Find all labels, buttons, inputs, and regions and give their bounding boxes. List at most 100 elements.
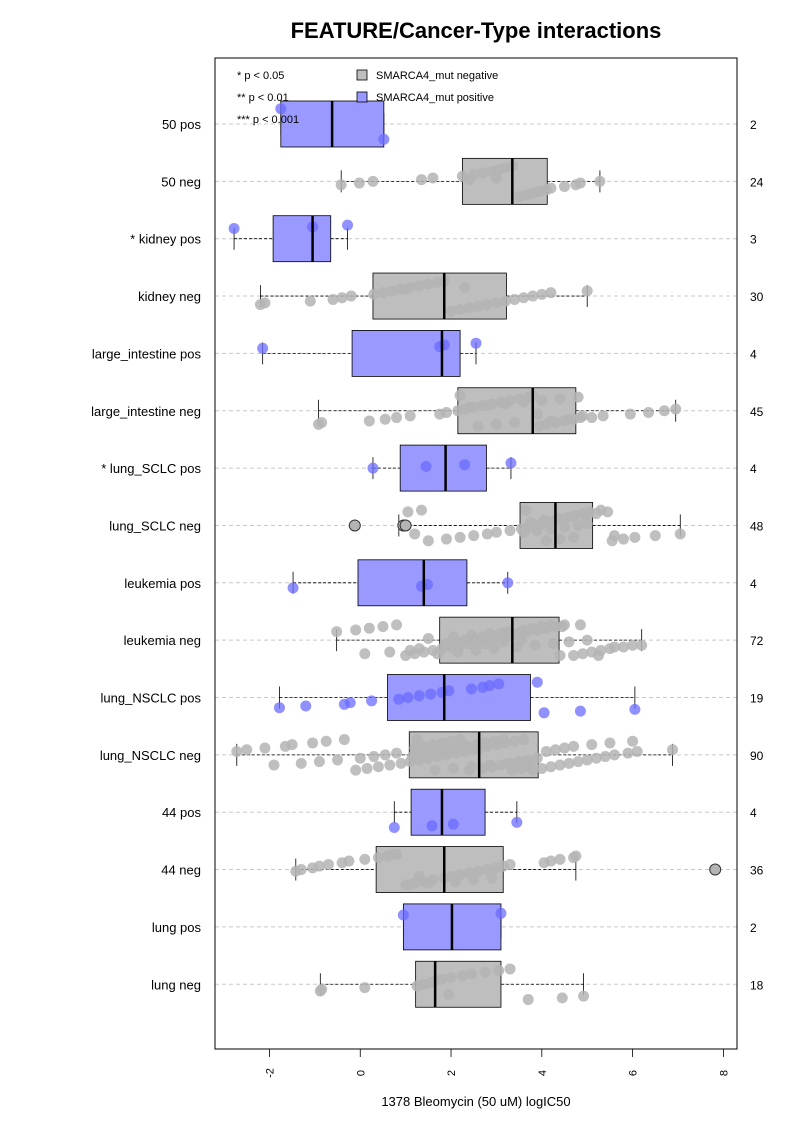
data-point bbox=[463, 302, 475, 314]
data-point bbox=[479, 966, 491, 978]
data-point bbox=[450, 875, 462, 887]
data-point bbox=[484, 759, 496, 771]
data-point bbox=[304, 295, 316, 307]
data-point bbox=[636, 639, 648, 651]
data-point bbox=[344, 697, 356, 709]
group-label: 50 neg bbox=[161, 174, 201, 189]
x-tick-label: 0 bbox=[355, 1070, 367, 1076]
data-point bbox=[545, 182, 557, 194]
data-point bbox=[359, 853, 371, 865]
data-point bbox=[384, 646, 396, 658]
data-point bbox=[511, 816, 523, 828]
data-point bbox=[570, 850, 582, 862]
data-point bbox=[378, 133, 390, 145]
group-label: leukemia pos bbox=[124, 576, 201, 591]
group-label: kidney neg bbox=[138, 289, 201, 304]
data-point bbox=[295, 864, 307, 876]
group-count: 19 bbox=[750, 692, 764, 706]
data-point bbox=[618, 533, 630, 545]
data-point bbox=[388, 822, 400, 833]
data-point bbox=[486, 872, 498, 884]
data-point bbox=[574, 619, 586, 631]
data-point bbox=[540, 535, 552, 547]
data-point bbox=[468, 874, 480, 886]
data-point bbox=[372, 761, 384, 773]
data-point bbox=[350, 764, 362, 776]
group-counts: 2 24 3 30 4 45 4 48 4 72 19 90 4 36 2 18 bbox=[750, 118, 764, 992]
data-point bbox=[509, 735, 521, 747]
data-point bbox=[422, 632, 434, 644]
data-point bbox=[649, 530, 661, 542]
data-point bbox=[531, 676, 543, 688]
data-point bbox=[538, 514, 550, 526]
data-point bbox=[420, 460, 432, 472]
data-point bbox=[497, 734, 509, 746]
data-point bbox=[377, 621, 389, 633]
data-point bbox=[452, 742, 464, 754]
data-point bbox=[590, 508, 602, 520]
data-point bbox=[518, 526, 530, 538]
data-point bbox=[445, 971, 457, 983]
data-point bbox=[520, 756, 532, 768]
data-point bbox=[425, 747, 437, 759]
data-point bbox=[563, 413, 575, 425]
data-point bbox=[472, 300, 484, 312]
data-point bbox=[500, 398, 512, 410]
data-point bbox=[459, 282, 471, 294]
data-point bbox=[418, 740, 430, 752]
data-point bbox=[552, 513, 564, 525]
box bbox=[272, 215, 332, 263]
data-point bbox=[416, 174, 428, 186]
data-point bbox=[593, 649, 605, 661]
data-point bbox=[416, 504, 428, 516]
data-point bbox=[413, 280, 425, 292]
data-point bbox=[522, 994, 534, 1006]
data-point bbox=[313, 756, 325, 768]
data-point bbox=[440, 638, 452, 650]
data-point bbox=[642, 406, 654, 418]
data-point bbox=[497, 636, 509, 648]
data-point bbox=[386, 285, 398, 297]
data-point bbox=[307, 737, 319, 749]
data-point bbox=[447, 762, 459, 774]
group-count: 45 bbox=[750, 405, 764, 419]
data-point bbox=[581, 754, 593, 766]
data-point bbox=[559, 521, 571, 533]
data-point bbox=[599, 751, 611, 763]
data-point bbox=[581, 634, 593, 646]
box bbox=[351, 329, 461, 377]
data-point bbox=[577, 410, 589, 422]
group-count: 4 bbox=[750, 347, 757, 361]
outlier-point bbox=[709, 863, 722, 876]
group-count: 4 bbox=[750, 577, 757, 591]
data-point bbox=[520, 504, 532, 516]
data-point bbox=[367, 175, 379, 187]
data-point bbox=[563, 757, 575, 769]
data-point bbox=[354, 752, 366, 764]
x-tick-label: 8 bbox=[718, 1070, 730, 1076]
data-point bbox=[465, 629, 477, 641]
group-count: 2 bbox=[750, 921, 757, 935]
data-point bbox=[627, 639, 639, 651]
group-label: lung_NSCLC neg bbox=[100, 748, 201, 763]
group-label: large_intestine pos bbox=[92, 346, 202, 361]
data-point bbox=[316, 417, 328, 429]
data-point bbox=[527, 290, 539, 302]
data-point bbox=[343, 855, 355, 867]
data-point bbox=[257, 342, 269, 354]
data-point bbox=[538, 707, 550, 719]
data-point bbox=[268, 759, 280, 771]
box bbox=[357, 559, 468, 607]
group-label: lung pos bbox=[152, 920, 202, 935]
data-point bbox=[481, 528, 493, 540]
data-point bbox=[436, 737, 448, 749]
data-point bbox=[502, 757, 514, 769]
data-point bbox=[577, 648, 589, 660]
data-point bbox=[465, 761, 477, 773]
data-point bbox=[409, 528, 421, 540]
data-point bbox=[488, 735, 500, 747]
box bbox=[399, 444, 487, 492]
data-point bbox=[470, 644, 482, 656]
data-point bbox=[572, 756, 584, 768]
data-point bbox=[631, 745, 643, 757]
